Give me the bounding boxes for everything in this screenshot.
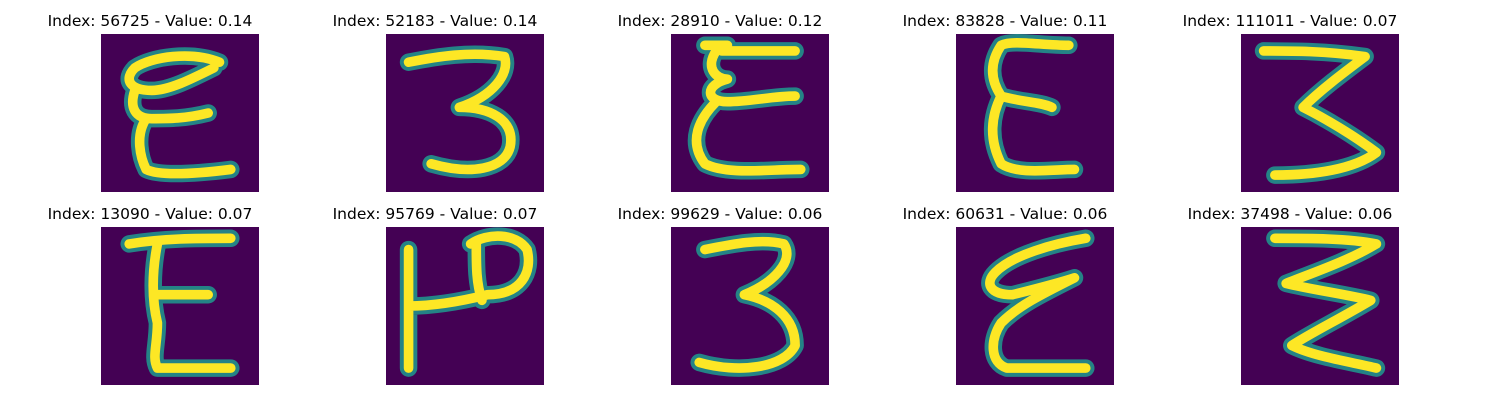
image-panel: Index: 60631 - Value: 0.06 — [855, 193, 1155, 386]
digit-image — [386, 34, 544, 192]
image-panel: Index: 37498 - Value: 0.06 — [1140, 193, 1440, 386]
digit-stroke-core — [1270, 233, 1382, 373]
digit-image — [956, 34, 1114, 192]
image-panel: Index: 13090 - Value: 0.07 — [0, 193, 300, 386]
digit-heatmap — [671, 34, 829, 192]
panel-title: Index: 56725 - Value: 0.14 — [47, 12, 253, 30]
panel-title: Index: 83828 - Value: 0.11 — [902, 12, 1108, 30]
image-panel: Index: 83828 - Value: 0.11 — [855, 0, 1155, 193]
digit-image — [101, 227, 259, 385]
panel-title: Index: 111011 - Value: 0.07 — [1182, 12, 1398, 30]
digit-image — [386, 227, 544, 385]
digit-heatmap — [1241, 34, 1399, 192]
digit-heatmap — [101, 227, 259, 385]
digit-stroke-core — [691, 40, 806, 176]
image-panel: Index: 56725 - Value: 0.14 — [0, 0, 300, 193]
image-panel: Index: 111011 - Value: 0.07 — [1140, 0, 1440, 193]
image-panel: Index: 28910 - Value: 0.12 — [570, 0, 870, 193]
digit-image — [101, 34, 259, 192]
heatmap-background — [101, 227, 259, 385]
digit-heatmap — [1241, 227, 1399, 385]
digit-image — [1241, 34, 1399, 192]
image-panel: Index: 52183 - Value: 0.14 — [285, 0, 585, 193]
digit-heatmap — [386, 34, 544, 192]
digit-heatmap — [101, 34, 259, 192]
panel-title: Index: 52183 - Value: 0.14 — [332, 12, 538, 30]
panel-title: Index: 37498 - Value: 0.06 — [1187, 205, 1393, 223]
panel-title: Index: 99629 - Value: 0.06 — [617, 205, 823, 223]
digit-image — [671, 227, 829, 385]
digit-stroke-core — [1258, 46, 1382, 180]
digit-image — [671, 34, 829, 192]
panel-title: Index: 95769 - Value: 0.07 — [332, 205, 538, 223]
digit-heatmap — [386, 227, 544, 385]
digit-image — [956, 227, 1114, 385]
digit-stroke-core — [403, 49, 516, 175]
digit-stroke-core — [124, 233, 236, 373]
panel-title: Index: 28910 - Value: 0.12 — [617, 12, 823, 30]
panel-title: Index: 13090 - Value: 0.07 — [47, 205, 253, 223]
digit-stroke-core — [987, 37, 1080, 176]
digit-stroke-core — [694, 236, 800, 373]
digit-stroke-core — [124, 51, 236, 179]
digit-stroke-core — [403, 231, 534, 373]
image-panel: Index: 95769 - Value: 0.07 — [285, 193, 585, 386]
digit-stroke-core — [985, 233, 1091, 373]
panel-title: Index: 60631 - Value: 0.06 — [902, 205, 1108, 223]
image-panel: Index: 99629 - Value: 0.06 — [570, 193, 870, 386]
digit-heatmap — [956, 34, 1114, 192]
digit-heatmap — [671, 227, 829, 385]
digit-heatmap — [956, 227, 1114, 385]
digit-image — [1241, 227, 1399, 385]
